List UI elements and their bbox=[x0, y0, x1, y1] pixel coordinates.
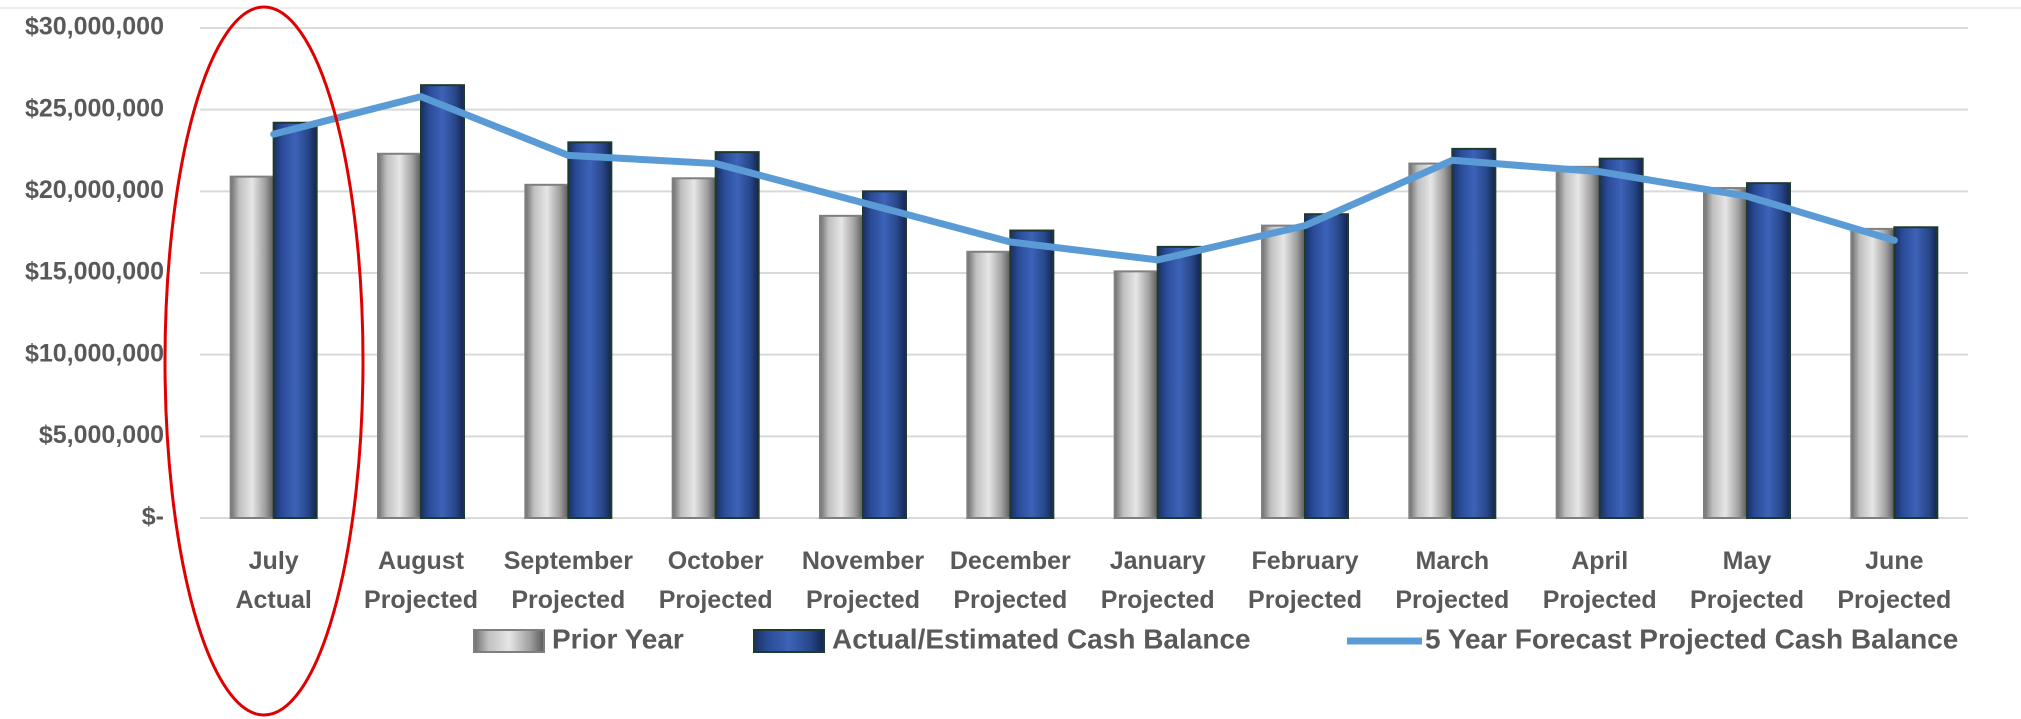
x-tick-label: June Projected bbox=[1837, 547, 1951, 614]
x-tick-label: January Projected bbox=[1101, 547, 1215, 614]
bar bbox=[1451, 147, 1497, 519]
x-tick-label: May Projected bbox=[1690, 547, 1804, 614]
bar bbox=[671, 177, 717, 519]
bar bbox=[1893, 226, 1939, 519]
legend-swatch bbox=[473, 629, 545, 653]
legend-label: Prior Year bbox=[552, 623, 684, 654]
legend-swatch bbox=[753, 629, 825, 653]
bar bbox=[862, 190, 907, 519]
line bbox=[270, 93, 1898, 264]
bar bbox=[819, 214, 864, 519]
y-tick-label: $20,000,000 bbox=[25, 176, 164, 204]
bar bbox=[377, 152, 422, 519]
bar bbox=[966, 250, 1012, 519]
bar bbox=[1746, 182, 1791, 520]
legend-label: 5 Year Forecast Projected Cash Balance bbox=[1425, 623, 1958, 654]
bar bbox=[1408, 162, 1454, 519]
y-tick-label: $15,000,000 bbox=[25, 258, 164, 286]
x-tick-label: December Projected bbox=[950, 547, 1071, 614]
x-tick-label: September Projected bbox=[504, 547, 633, 614]
bar bbox=[1261, 224, 1306, 519]
bar bbox=[1304, 213, 1349, 519]
x-tick-label: March Projected bbox=[1395, 547, 1509, 614]
bar bbox=[714, 151, 760, 519]
y-tick-label: $10,000,000 bbox=[25, 339, 164, 367]
legend-label: Actual/Estimated Cash Balance bbox=[832, 623, 1251, 654]
bar bbox=[420, 84, 465, 520]
bar bbox=[272, 121, 318, 519]
bar bbox=[1703, 187, 1748, 519]
y-tick-label: $5,000,000 bbox=[39, 421, 164, 449]
bar bbox=[1156, 245, 1202, 519]
highlight-ellipse bbox=[163, 5, 365, 717]
bar bbox=[567, 141, 613, 519]
y-tick-label: $- bbox=[142, 503, 164, 531]
bar bbox=[1113, 270, 1159, 519]
x-tick-label: July Actual bbox=[235, 547, 311, 614]
bar bbox=[524, 183, 570, 520]
x-tick-label: April Projected bbox=[1543, 547, 1657, 614]
x-tick-label: August Projected bbox=[364, 547, 478, 614]
bar bbox=[1009, 229, 1055, 520]
y-tick-label: $30,000,000 bbox=[25, 13, 164, 41]
x-tick-label: November Projected bbox=[802, 547, 925, 614]
bar bbox=[1598, 157, 1644, 520]
bar bbox=[1555, 165, 1601, 519]
x-tick-label: October Projected bbox=[659, 547, 773, 614]
x-tick-label: February Projected bbox=[1248, 547, 1362, 614]
y-tick-label: $25,000,000 bbox=[25, 94, 164, 122]
bar bbox=[229, 175, 275, 519]
bar bbox=[1850, 227, 1896, 519]
